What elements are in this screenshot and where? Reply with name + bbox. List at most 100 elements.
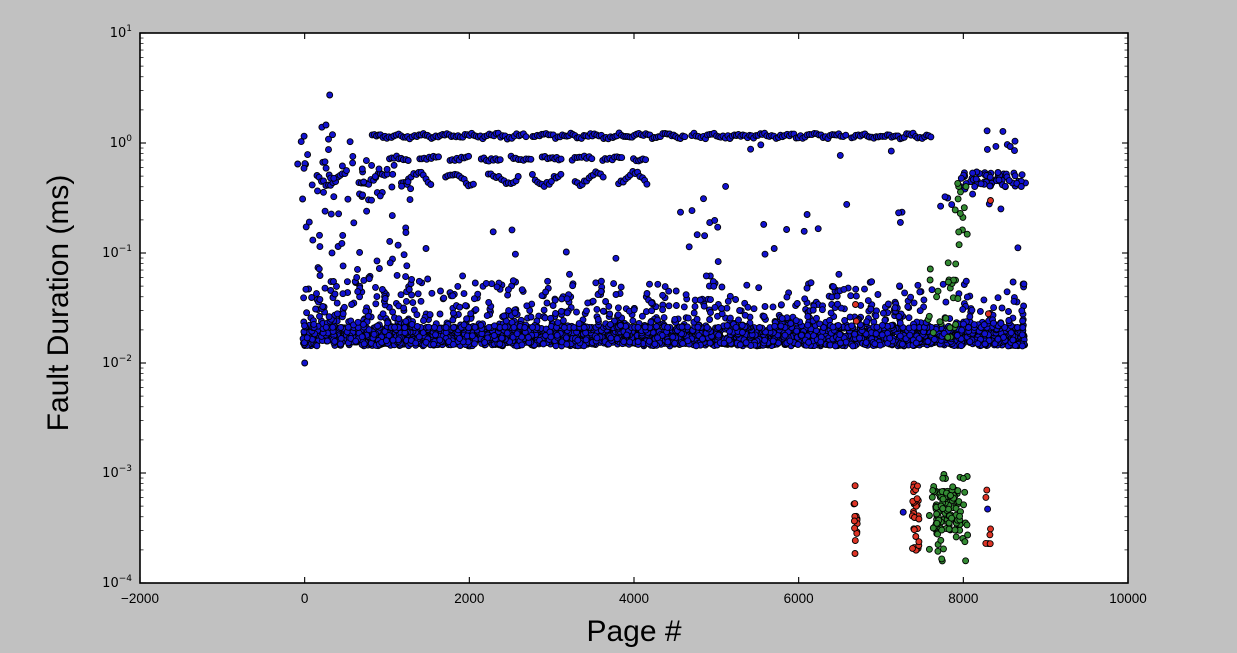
data-point bbox=[914, 482, 921, 490]
data-point bbox=[1017, 183, 1025, 190]
data-point bbox=[916, 288, 924, 296]
data-point bbox=[563, 340, 571, 348]
data-point bbox=[803, 284, 811, 292]
data-point bbox=[969, 169, 977, 177]
data-point bbox=[504, 286, 512, 294]
data-point bbox=[952, 260, 960, 268]
data-point bbox=[898, 340, 906, 348]
data-point bbox=[501, 323, 509, 331]
data-point bbox=[407, 185, 415, 193]
data-point bbox=[984, 505, 992, 513]
data-point bbox=[872, 312, 880, 320]
data-point bbox=[803, 211, 811, 218]
data-point bbox=[970, 321, 978, 329]
data-point bbox=[547, 314, 555, 322]
data-point bbox=[904, 303, 912, 311]
data-point bbox=[700, 302, 708, 310]
data-point bbox=[350, 219, 358, 227]
data-point bbox=[770, 245, 778, 252]
data-point bbox=[714, 223, 722, 231]
data-point bbox=[518, 286, 526, 294]
data-point bbox=[688, 207, 696, 215]
data-point bbox=[699, 335, 706, 343]
data-point bbox=[436, 336, 444, 344]
data-point bbox=[325, 146, 332, 154]
data-point bbox=[929, 487, 937, 495]
data-point bbox=[934, 287, 942, 295]
data-point bbox=[605, 302, 613, 310]
data-point bbox=[910, 323, 918, 331]
data-point bbox=[672, 287, 680, 295]
data-point bbox=[899, 508, 907, 516]
data-point bbox=[372, 283, 379, 291]
data-point bbox=[756, 324, 764, 331]
data-point bbox=[542, 288, 550, 296]
data-point bbox=[933, 510, 941, 518]
data-point bbox=[300, 294, 308, 302]
data-point bbox=[483, 312, 491, 320]
data-point bbox=[654, 334, 661, 342]
data-point bbox=[664, 338, 672, 346]
data-point bbox=[706, 339, 714, 347]
data-point bbox=[389, 170, 397, 178]
data-point bbox=[514, 173, 522, 180]
data-point bbox=[966, 338, 974, 346]
data-point bbox=[872, 330, 880, 338]
data-point bbox=[471, 323, 479, 331]
data-point bbox=[960, 204, 968, 212]
data-points-layer bbox=[294, 91, 1029, 565]
data-point bbox=[664, 323, 672, 331]
data-point bbox=[368, 161, 376, 169]
data-point bbox=[435, 153, 442, 161]
data-point bbox=[614, 311, 622, 319]
data-point bbox=[711, 216, 719, 224]
data-point bbox=[593, 305, 601, 313]
data-point bbox=[924, 338, 932, 345]
data-point bbox=[896, 282, 903, 290]
data-point bbox=[929, 329, 937, 337]
data-point bbox=[741, 311, 749, 319]
data-point bbox=[331, 337, 339, 345]
data-point bbox=[450, 324, 458, 331]
data-point bbox=[910, 299, 918, 307]
data-point bbox=[375, 265, 383, 272]
data-point bbox=[500, 312, 508, 320]
data-point bbox=[543, 299, 551, 307]
data-point bbox=[308, 294, 316, 301]
data-point bbox=[524, 333, 532, 341]
data-point bbox=[398, 182, 406, 190]
data-point bbox=[400, 251, 408, 259]
data-point bbox=[862, 339, 870, 347]
data-point bbox=[325, 135, 332, 143]
data-point bbox=[939, 474, 947, 482]
data-point bbox=[648, 307, 656, 315]
data-point bbox=[372, 300, 380, 308]
data-point bbox=[389, 308, 397, 316]
data-point bbox=[694, 323, 702, 331]
data-point bbox=[848, 322, 856, 330]
data-point bbox=[948, 201, 956, 209]
data-point bbox=[878, 331, 886, 339]
data-point bbox=[509, 277, 517, 285]
data-point bbox=[837, 339, 844, 347]
data-point bbox=[333, 310, 341, 318]
data-point bbox=[557, 170, 565, 178]
data-point bbox=[597, 287, 605, 295]
data-point bbox=[1005, 308, 1012, 315]
data-point bbox=[703, 324, 711, 332]
data-point bbox=[338, 239, 346, 247]
data-point bbox=[356, 248, 364, 256]
data-point bbox=[322, 323, 330, 331]
data-point bbox=[736, 307, 744, 314]
data-point bbox=[338, 162, 346, 170]
data-point bbox=[868, 278, 876, 286]
data-point bbox=[390, 161, 398, 169]
data-point bbox=[777, 322, 785, 330]
data-point bbox=[743, 281, 751, 289]
data-point bbox=[976, 307, 984, 315]
data-point bbox=[949, 483, 957, 491]
data-point bbox=[485, 298, 493, 306]
data-point bbox=[696, 296, 704, 304]
data-point bbox=[594, 315, 602, 323]
data-point bbox=[827, 309, 835, 317]
